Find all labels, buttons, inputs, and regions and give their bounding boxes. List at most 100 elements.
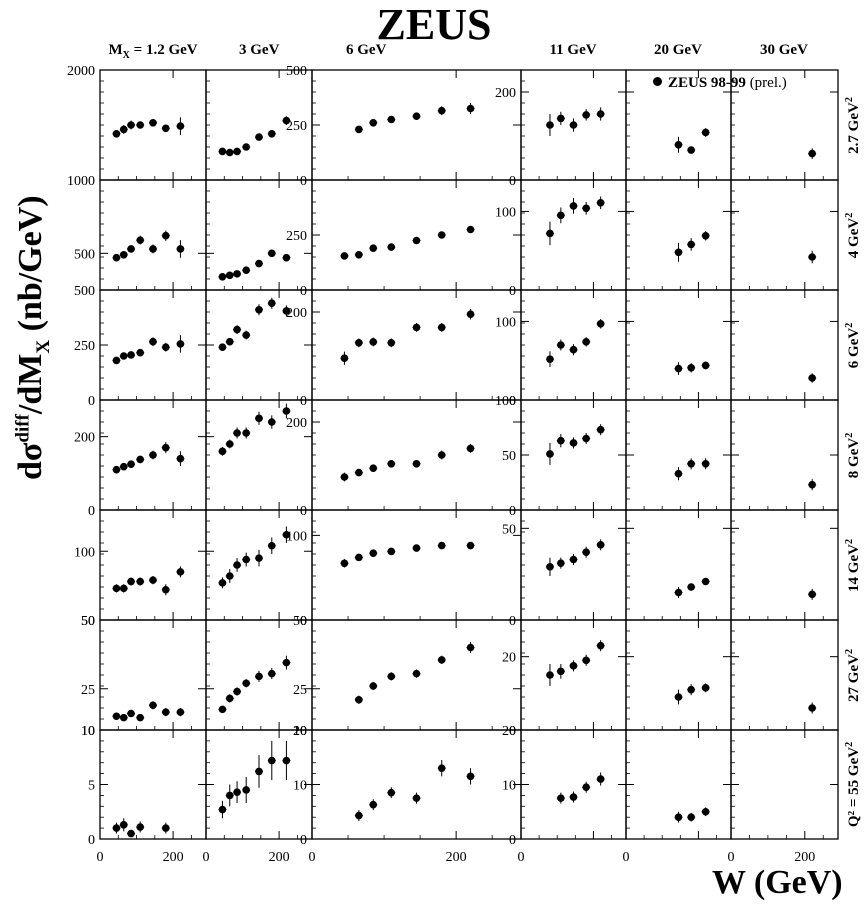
data-point	[701, 361, 710, 370]
data-point	[437, 323, 446, 332]
marker	[355, 125, 363, 134]
marker	[218, 273, 227, 281]
panel	[730, 399, 839, 511]
data-point	[149, 119, 157, 127]
marker	[282, 253, 291, 262]
marker	[437, 323, 446, 332]
marker	[127, 577, 135, 586]
marker	[149, 451, 157, 459]
marker	[149, 337, 157, 346]
marker	[355, 339, 363, 347]
marker	[569, 202, 578, 210]
panel-frame	[730, 289, 839, 401]
y-tick-label: 250	[286, 119, 307, 134]
x-tick-label: 0	[623, 850, 630, 865]
y-tick-label: 500	[286, 64, 307, 79]
panel-frame	[730, 509, 839, 621]
data-point	[282, 116, 291, 125]
data-point	[149, 701, 157, 710]
data-point	[255, 259, 263, 268]
marker	[112, 253, 121, 262]
marker	[161, 443, 170, 452]
marker	[808, 590, 816, 599]
marker	[161, 708, 170, 716]
data-point	[596, 424, 605, 436]
data-point	[569, 198, 578, 214]
marker	[119, 125, 128, 134]
data-point	[136, 455, 145, 464]
marker	[233, 687, 241, 696]
panel	[205, 179, 313, 291]
data-point	[176, 335, 185, 353]
y-tick-label: 10	[293, 724, 307, 739]
data-point	[808, 148, 817, 159]
marker	[437, 451, 446, 459]
data-point	[701, 458, 710, 470]
panel: 1000 2000	[67, 64, 207, 189]
data-point	[369, 464, 378, 473]
marker	[149, 119, 157, 127]
data-point	[596, 640, 605, 652]
marker	[161, 824, 170, 832]
data-point	[161, 230, 170, 241]
data-point	[674, 362, 683, 375]
data-point	[112, 130, 121, 138]
marker	[340, 252, 349, 260]
y-tick-label: 0	[509, 504, 516, 519]
data-point	[161, 708, 170, 717]
marker	[136, 823, 145, 831]
data-point	[233, 147, 242, 156]
x-tick-label: 0	[203, 850, 210, 865]
data-point	[149, 576, 157, 585]
data-point	[136, 577, 145, 586]
marker	[267, 541, 276, 550]
data-point	[687, 458, 696, 470]
marker	[808, 480, 816, 489]
panel-frame	[625, 289, 732, 401]
marker	[701, 577, 710, 586]
data-point	[340, 472, 349, 482]
marker	[355, 468, 363, 477]
marker	[267, 669, 276, 678]
panel-frame	[99, 509, 207, 621]
data-point	[161, 584, 170, 596]
data-point	[596, 107, 605, 121]
panel: 0 200	[286, 289, 522, 409]
marker	[687, 146, 695, 154]
data-point	[808, 373, 817, 383]
marker	[233, 270, 241, 278]
panel: 0 5 10 0 200	[81, 724, 207, 865]
panel	[625, 399, 732, 511]
marker	[218, 705, 227, 714]
marker	[687, 460, 695, 468]
panel-frame	[311, 399, 522, 511]
marker	[687, 685, 695, 694]
y-tick-label: 200	[286, 416, 307, 431]
marker	[557, 794, 565, 802]
data-point	[225, 271, 234, 280]
data-point	[808, 588, 817, 600]
marker	[369, 800, 378, 809]
data-point	[387, 787, 396, 799]
data-point	[412, 669, 421, 678]
data-point	[354, 125, 363, 134]
marker	[218, 805, 227, 814]
y-tick-label: 200	[495, 86, 516, 101]
data-point	[369, 119, 378, 127]
panel	[205, 399, 313, 511]
data-point	[808, 702, 817, 714]
marker	[437, 231, 446, 239]
data-point	[233, 687, 242, 696]
marker	[112, 130, 121, 138]
data-point	[112, 584, 121, 593]
marker	[136, 713, 145, 722]
panel: 0 200	[74, 399, 207, 519]
data-point	[687, 146, 696, 154]
marker	[701, 128, 710, 137]
data-point	[119, 125, 128, 134]
y-tick-label: 50	[502, 522, 516, 537]
marker	[176, 122, 185, 130]
marker	[687, 240, 695, 249]
marker	[176, 340, 185, 348]
data-point	[127, 245, 136, 253]
